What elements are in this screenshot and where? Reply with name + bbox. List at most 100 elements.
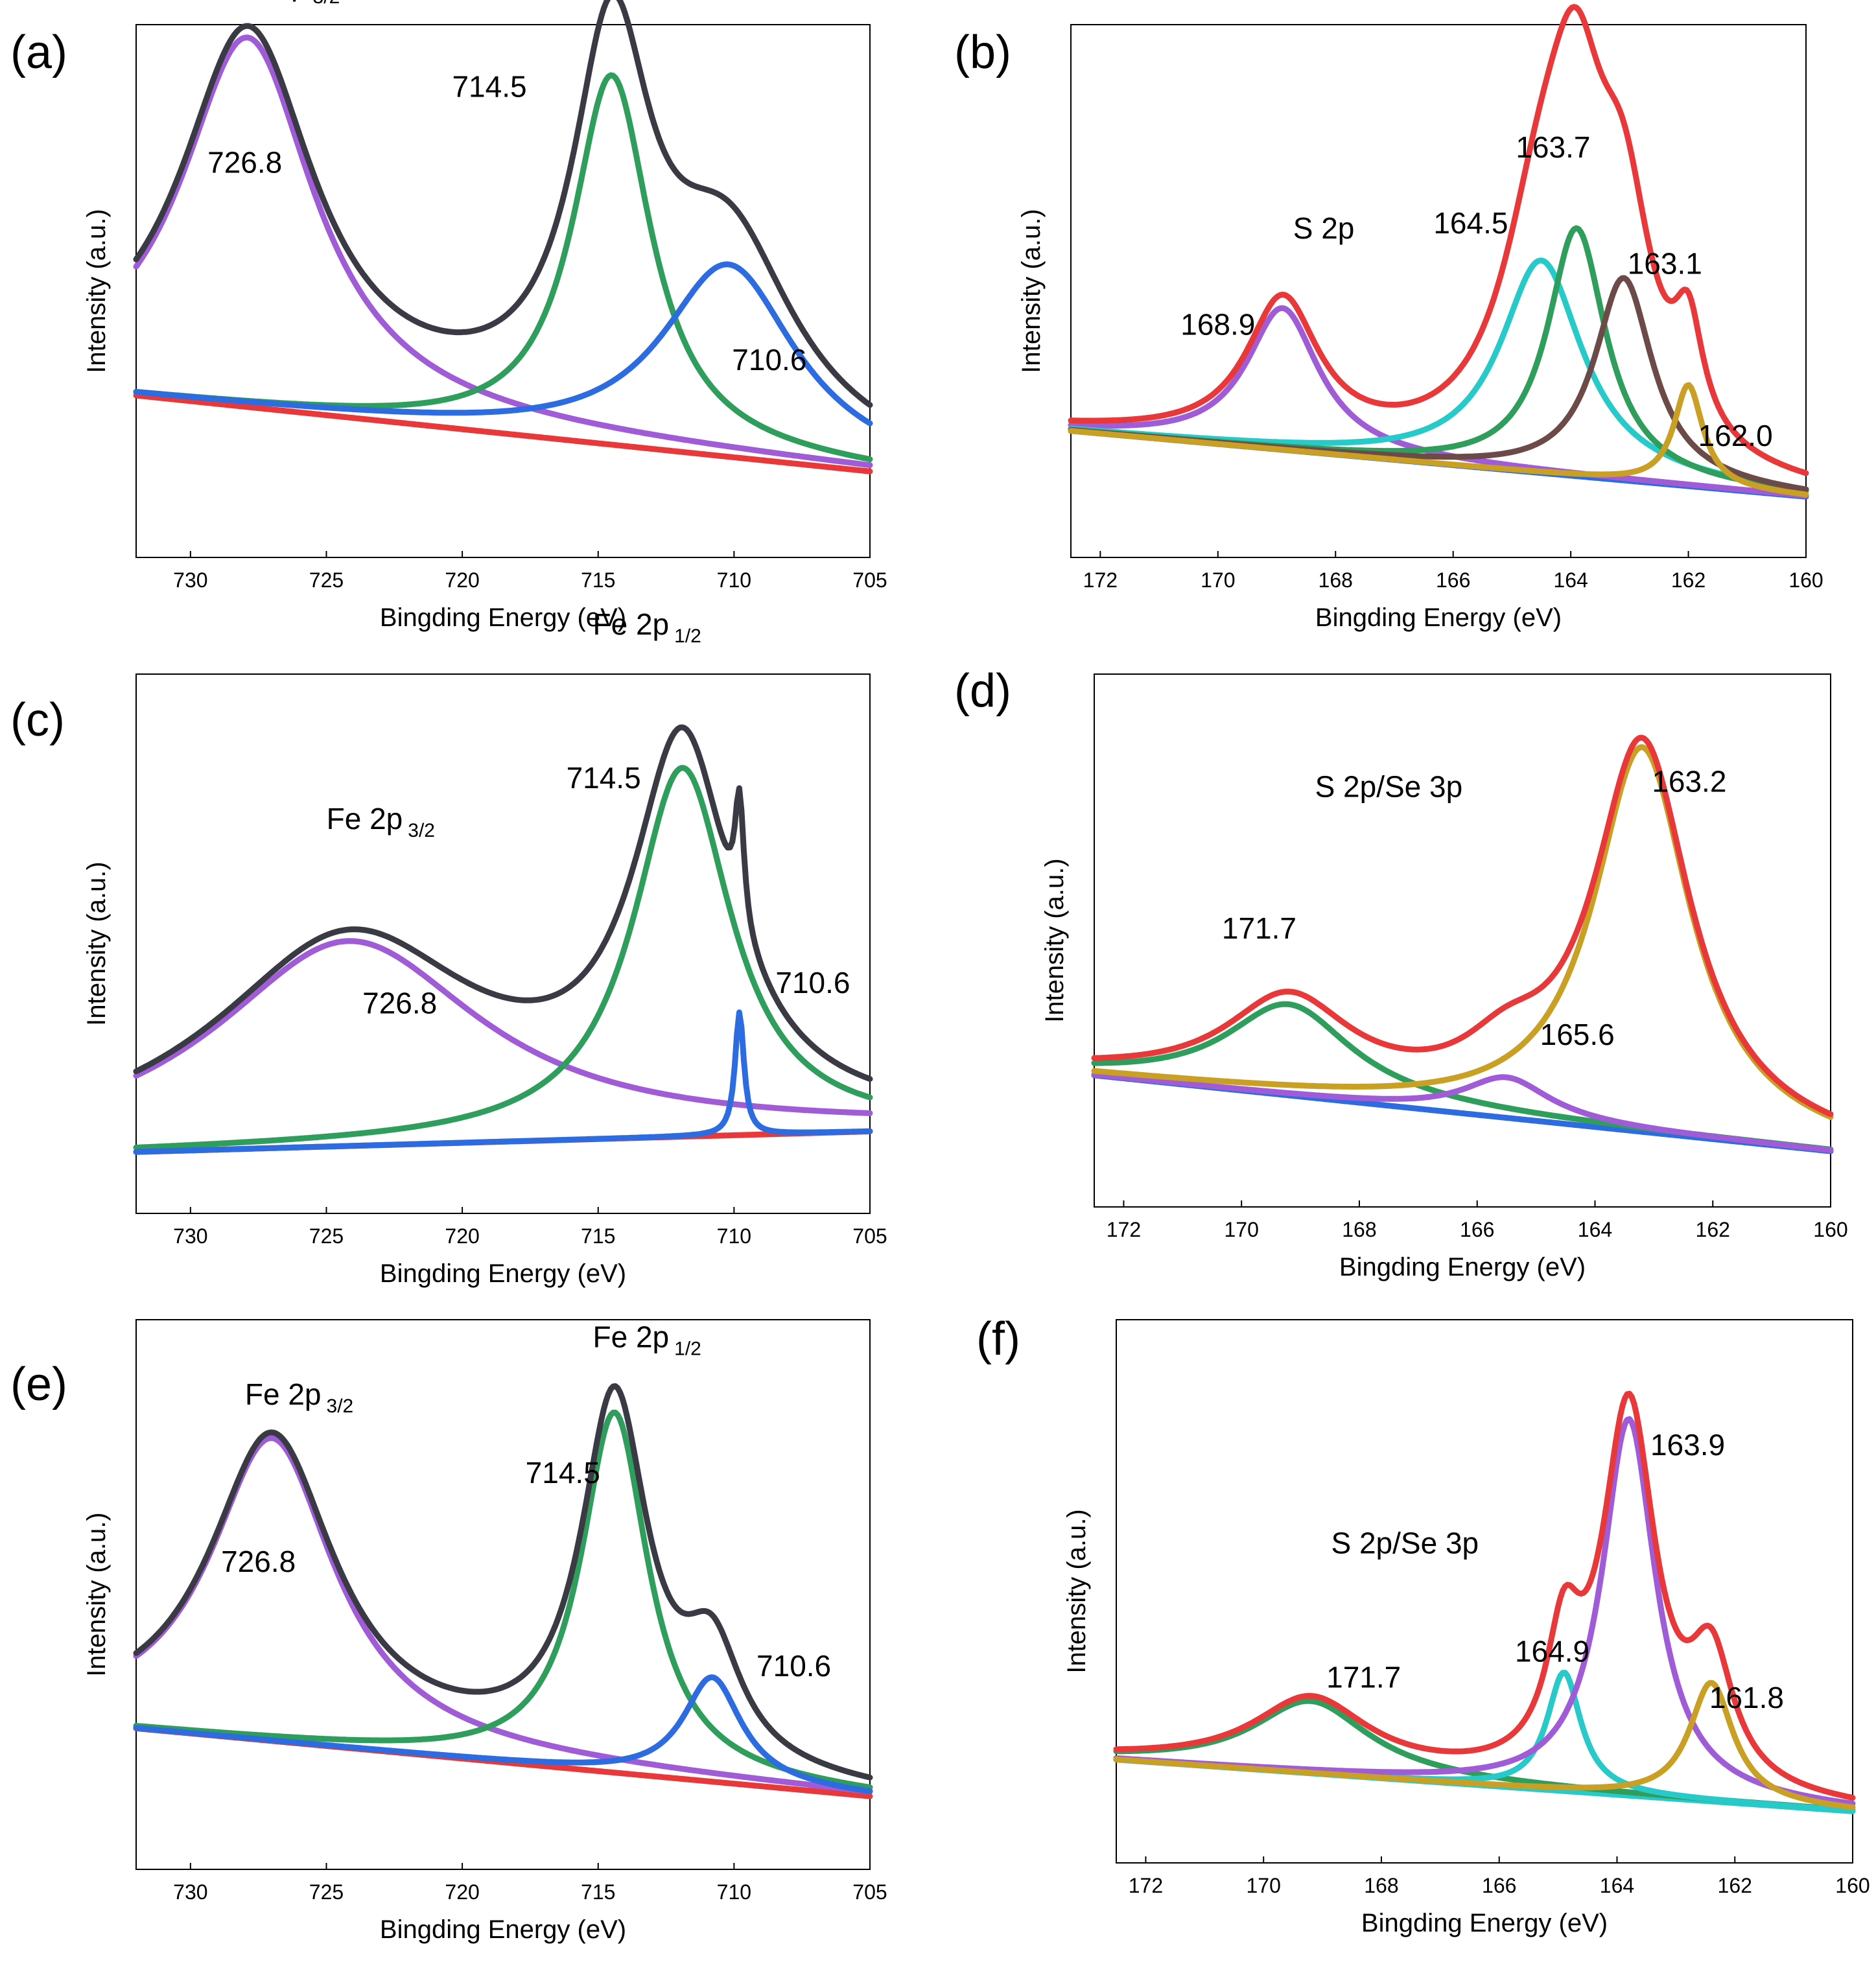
peak-annotation: 714.5	[567, 761, 641, 795]
x-tick-label: 166	[1436, 568, 1470, 592]
x-tick-label: 715	[581, 568, 615, 592]
fit-component-5	[1068, 382, 1809, 498]
x-axis-title: Bingding Energy (eV)	[380, 1915, 626, 1944]
x-tick-label: 715	[581, 1224, 615, 1248]
panel-letter: (c)	[10, 694, 65, 746]
y-axis-title: Intensity (a.u.)	[1062, 1509, 1091, 1673]
envelope-curve	[1068, 4, 1809, 476]
x-tick-label: 168	[1319, 568, 1353, 592]
x-tick-label: 162	[1718, 1874, 1752, 1897]
panel-f: (f) 172 170 168 166 164 162 160 Bingding Energy …	[976, 1313, 1870, 1937]
x-tick-label: 168	[1342, 1218, 1376, 1241]
panel-letter: (a)	[10, 27, 67, 78]
x-axis-title: Bingding Energy (eV)	[1339, 1253, 1586, 1281]
peak-annotation: 164.9	[1515, 1635, 1589, 1668]
y-axis-title: Intensity (a.u.)	[1040, 858, 1069, 1022]
x-tick-label: 166	[1460, 1218, 1494, 1241]
panel-a: (a) 730 725 720 715 710 705 Bingding Energy (eV…	[10, 0, 887, 632]
x-tick-label: 705	[852, 1224, 887, 1248]
panel-letter: (b)	[954, 27, 1011, 78]
peak-annotation: 163.1	[1628, 247, 1702, 281]
peak-annotation: S 2p/Se 3p	[1315, 769, 1463, 803]
peak-annotation: Fe 2p 1/2	[593, 607, 701, 647]
plot-frame	[1094, 673, 1831, 1208]
peak-annotation: 714.5	[452, 69, 526, 103]
panel-letter: (f)	[976, 1313, 1020, 1365]
x-tick-label: 725	[309, 1880, 344, 1904]
x-tick-label: 725	[309, 1224, 344, 1248]
x-tick-label: 710	[717, 1880, 751, 1904]
x-tick-label: 715	[581, 1880, 615, 1904]
x-tick-label: 172	[1083, 568, 1118, 592]
fit-component-2	[133, 1409, 873, 1790]
panel-c: (c) 730 725 720 715 710 705 Bingding Energy (eV…	[10, 607, 887, 1288]
x-axis-title: Bingding Energy (eV)	[1361, 1909, 1608, 1937]
panel-d: (d) 172 170 168 166 164 162 160 Bingding Energy …	[954, 665, 1848, 1281]
peak-annotation: 164.5	[1433, 206, 1508, 240]
x-tick-label: 162	[1696, 1218, 1730, 1241]
panel-e: (e) 730 725 720 715 710 705 Bingding Energy (eV…	[10, 1319, 887, 1944]
peak-annotation: 714.5	[526, 1456, 600, 1490]
x-tick-label: 720	[445, 1880, 479, 1904]
peak-annotation: 726.8	[207, 146, 282, 180]
x-tick-label: 162	[1671, 568, 1706, 592]
x-axis-title: Bingding Energy (eV)	[380, 1259, 626, 1288]
x-tick-label: 705	[852, 568, 887, 592]
peak-annotation: 171.7	[1222, 911, 1296, 945]
peak-annotation: 163.7	[1516, 130, 1590, 164]
envelope-curve	[1113, 1390, 1856, 1801]
x-tick-label: 160	[1813, 1218, 1847, 1241]
x-tick-label: 725	[309, 568, 344, 592]
x-tick-label: 164	[1578, 1218, 1612, 1241]
y-axis-title: Intensity (a.u.)	[82, 1512, 111, 1676]
peak-annotation: 168.9	[1180, 307, 1255, 341]
peak-annotation: S 2p	[1293, 211, 1355, 245]
fit-component-2	[133, 765, 873, 1151]
peak-annotation: 163.2	[1652, 765, 1726, 799]
y-axis-title: Intensity (a.u.)	[82, 861, 111, 1025]
x-tick-label: 164	[1553, 568, 1588, 592]
x-tick-label: 730	[173, 1880, 207, 1904]
envelope-curve	[1091, 734, 1834, 1117]
fit-component-3	[133, 1674, 873, 1794]
peak-annotation: 726.8	[221, 1545, 296, 1578]
x-tick-label: 720	[445, 568, 479, 592]
peak-annotation: Fe 2p 1/2	[593, 1320, 701, 1359]
peak-annotation: 710.6	[775, 966, 850, 1000]
x-tick-label: 170	[1247, 1874, 1281, 1897]
x-tick-label: 705	[852, 1880, 887, 1904]
peak-annotation: 162.0	[1698, 419, 1773, 452]
peak-annotation: 710.6	[756, 1649, 831, 1683]
plot-frame	[135, 24, 871, 558]
x-tick-label: 730	[173, 568, 207, 592]
peak-annotation: Fe 2p3/2	[231, 0, 340, 8]
envelope-curve	[133, 724, 873, 1082]
fit-component-1	[133, 34, 873, 469]
y-axis-title: Intensity (a.u.)	[82, 209, 111, 373]
x-tick-label: 710	[717, 568, 751, 592]
fit-component-2	[1091, 1071, 1834, 1153]
x-tick-label: 720	[445, 1224, 479, 1248]
peak-annotation: 163.9	[1650, 1428, 1725, 1462]
panel-b: (b) 172 170 168 166 164 162 160 Bingding Energy …	[954, 4, 1823, 632]
x-tick-label: 160	[1788, 568, 1823, 592]
x-axis-title: Bingding Energy (eV)	[1315, 603, 1562, 632]
y-axis-title: Intensity (a.u.)	[1017, 209, 1046, 373]
x-tick-label: 170	[1201, 568, 1235, 592]
x-tick-label: 710	[717, 1224, 751, 1248]
fit-component-3	[133, 261, 873, 427]
fit-component-1	[133, 1435, 873, 1795]
x-tick-label: 168	[1364, 1874, 1398, 1897]
background-curve	[133, 392, 873, 474]
panel-letter: (e)	[10, 1359, 67, 1410]
fit-component-3	[133, 1009, 873, 1155]
x-tick-label: 172	[1129, 1874, 1163, 1897]
x-tick-label: 160	[1835, 1874, 1870, 1897]
plot-frame	[135, 1319, 871, 1870]
peak-annotation: S 2p/Se 3p	[1331, 1526, 1479, 1560]
fit-component-4	[1113, 1679, 1856, 1810]
plot-frame	[135, 673, 871, 1214]
x-tick-label: 166	[1482, 1874, 1516, 1897]
